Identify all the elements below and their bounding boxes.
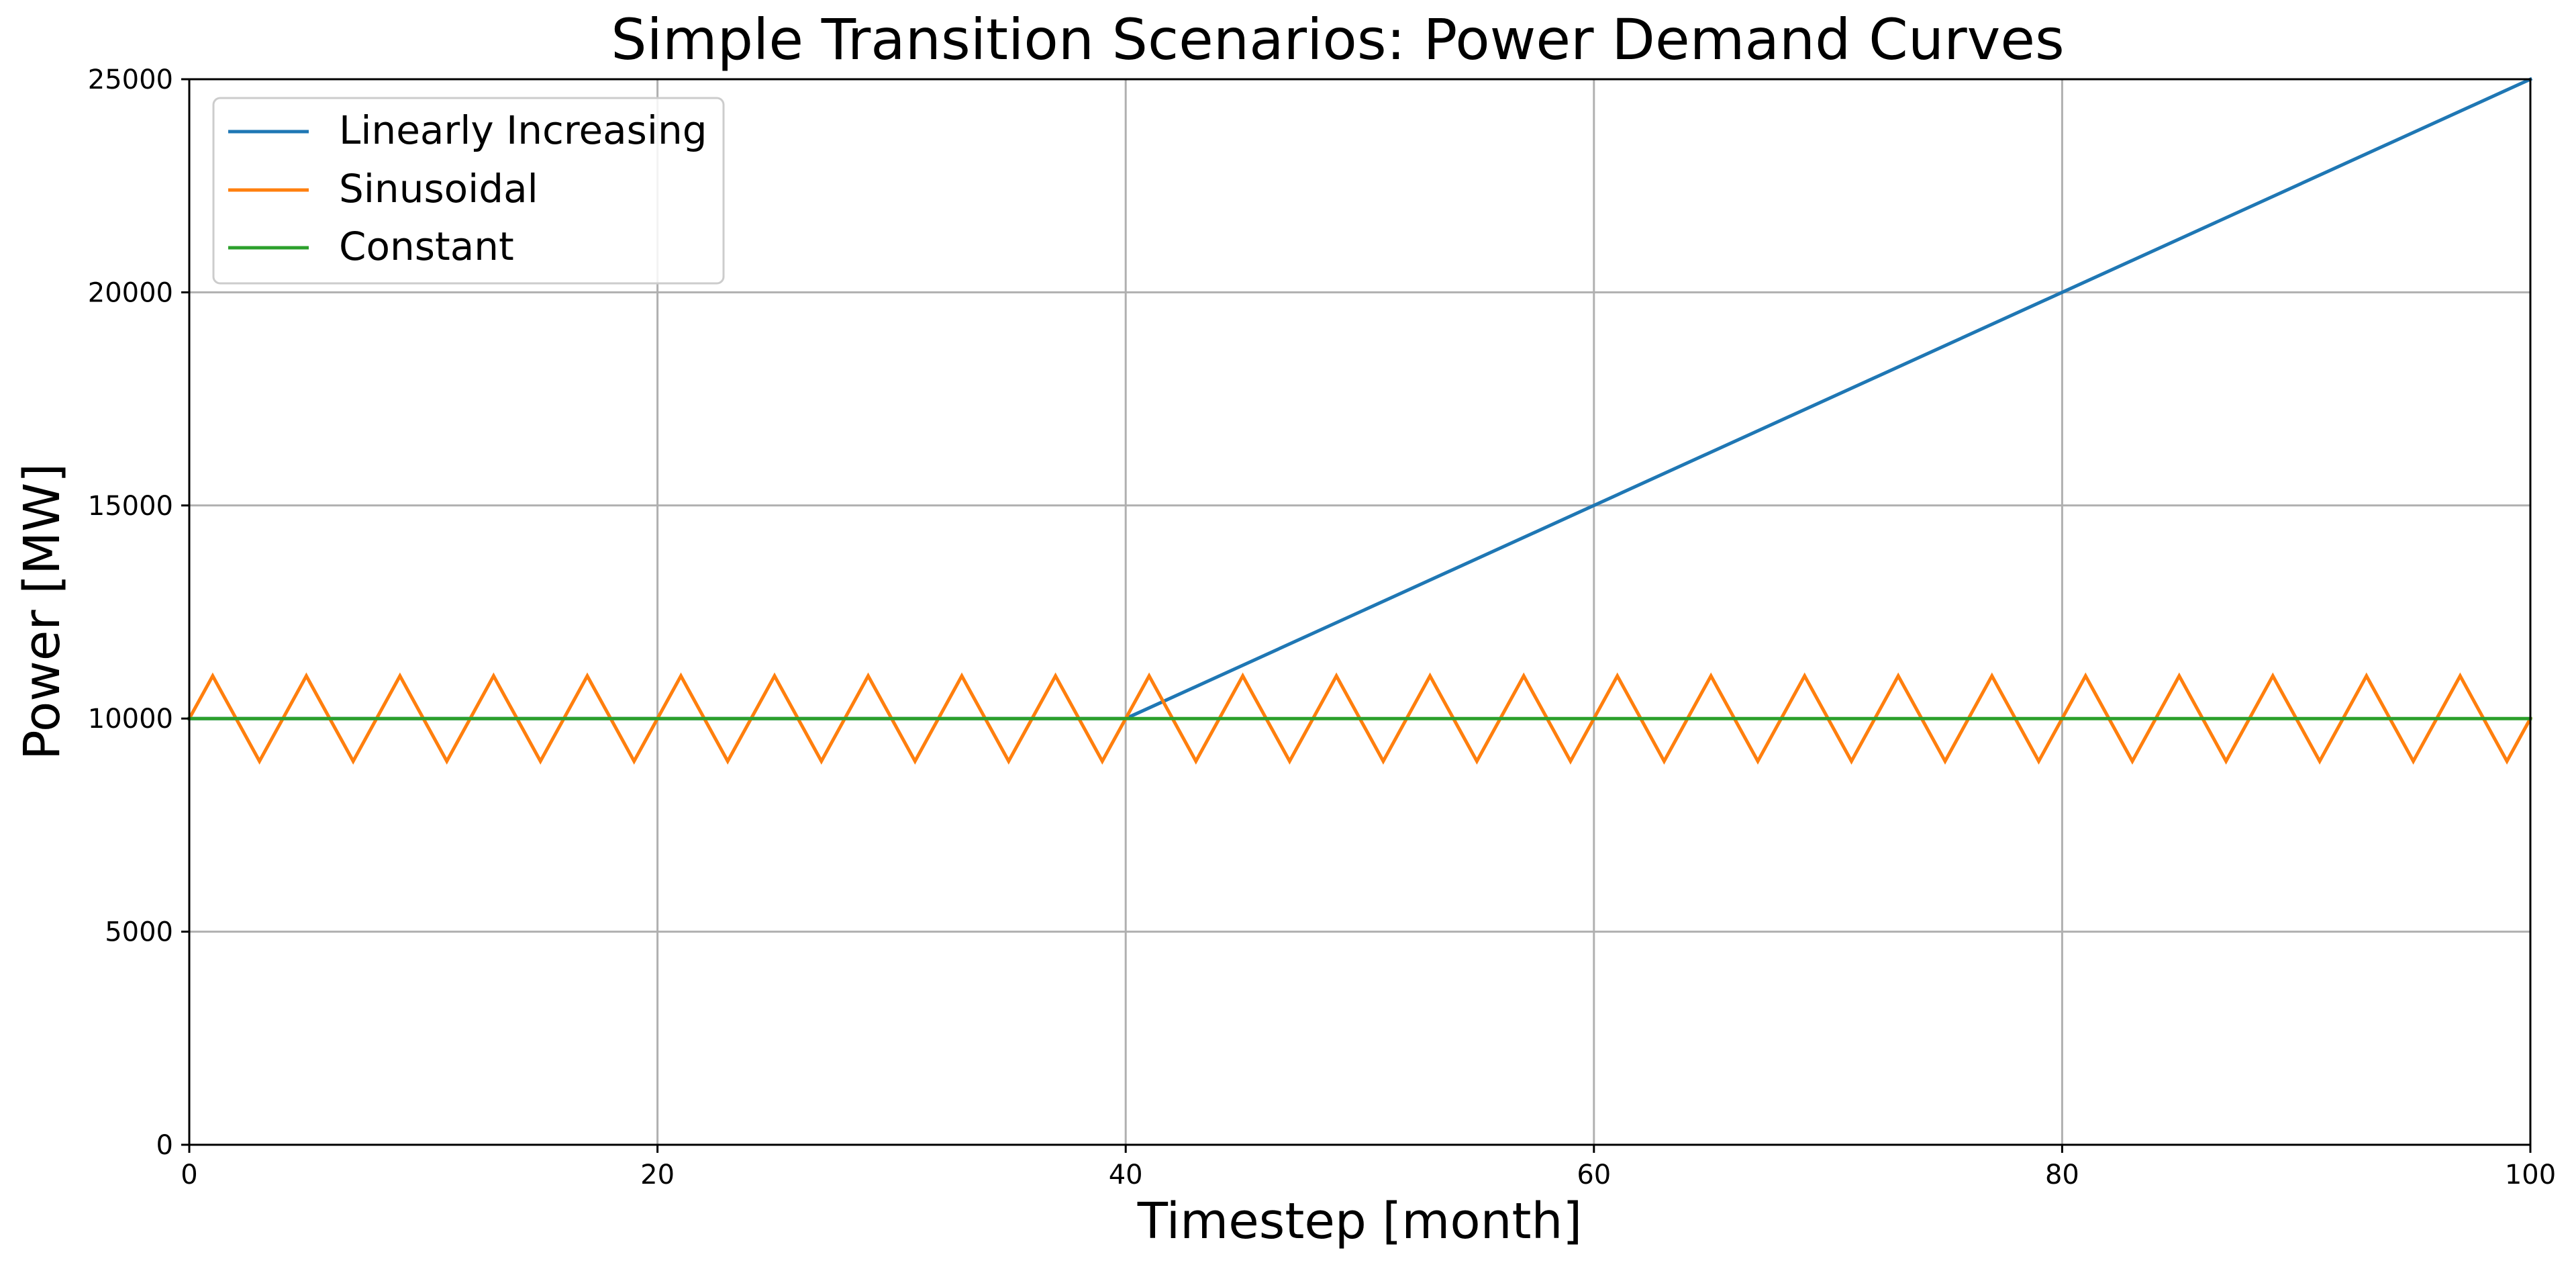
y-axis: 0 5000 10000 15000 20000 25000 (88, 64, 189, 1161)
x-axis-label: Timestep [month] (1137, 1192, 1583, 1250)
y-tick-label: 15000 (88, 491, 173, 522)
y-axis-label: Power [MW] (13, 463, 71, 760)
y-tick-label: 10000 (88, 704, 173, 735)
x-axis: 0 20 40 60 80 100 (181, 1145, 2556, 1190)
y-tick-label: 5000 (105, 917, 173, 948)
y-tick-label: 20000 (88, 277, 173, 308)
x-tick-label: 0 (181, 1160, 197, 1190)
y-tick-label: 0 (156, 1130, 173, 1161)
legend-label-linear: Linearly Increasing (339, 107, 707, 153)
legend-label-constant: Constant (339, 224, 514, 269)
y-tick-label: 25000 (88, 64, 173, 95)
x-tick-label: 60 (1577, 1160, 1611, 1190)
x-tick-label: 20 (640, 1160, 675, 1190)
x-tick-label: 40 (1109, 1160, 1143, 1190)
x-tick-label: 80 (2045, 1160, 2079, 1190)
chart-title: Simple Transition Scenarios: Power Deman… (611, 7, 2065, 73)
x-tick-label: 100 (2505, 1160, 2556, 1190)
legend: Linearly Increasing Sinusoidal Constant (212, 97, 725, 285)
series-layer (187, 77, 2533, 765)
legend-box (212, 97, 725, 285)
legend-label-sinusoidal: Sinusoidal (339, 166, 538, 211)
plot-frame (188, 78, 2532, 1146)
